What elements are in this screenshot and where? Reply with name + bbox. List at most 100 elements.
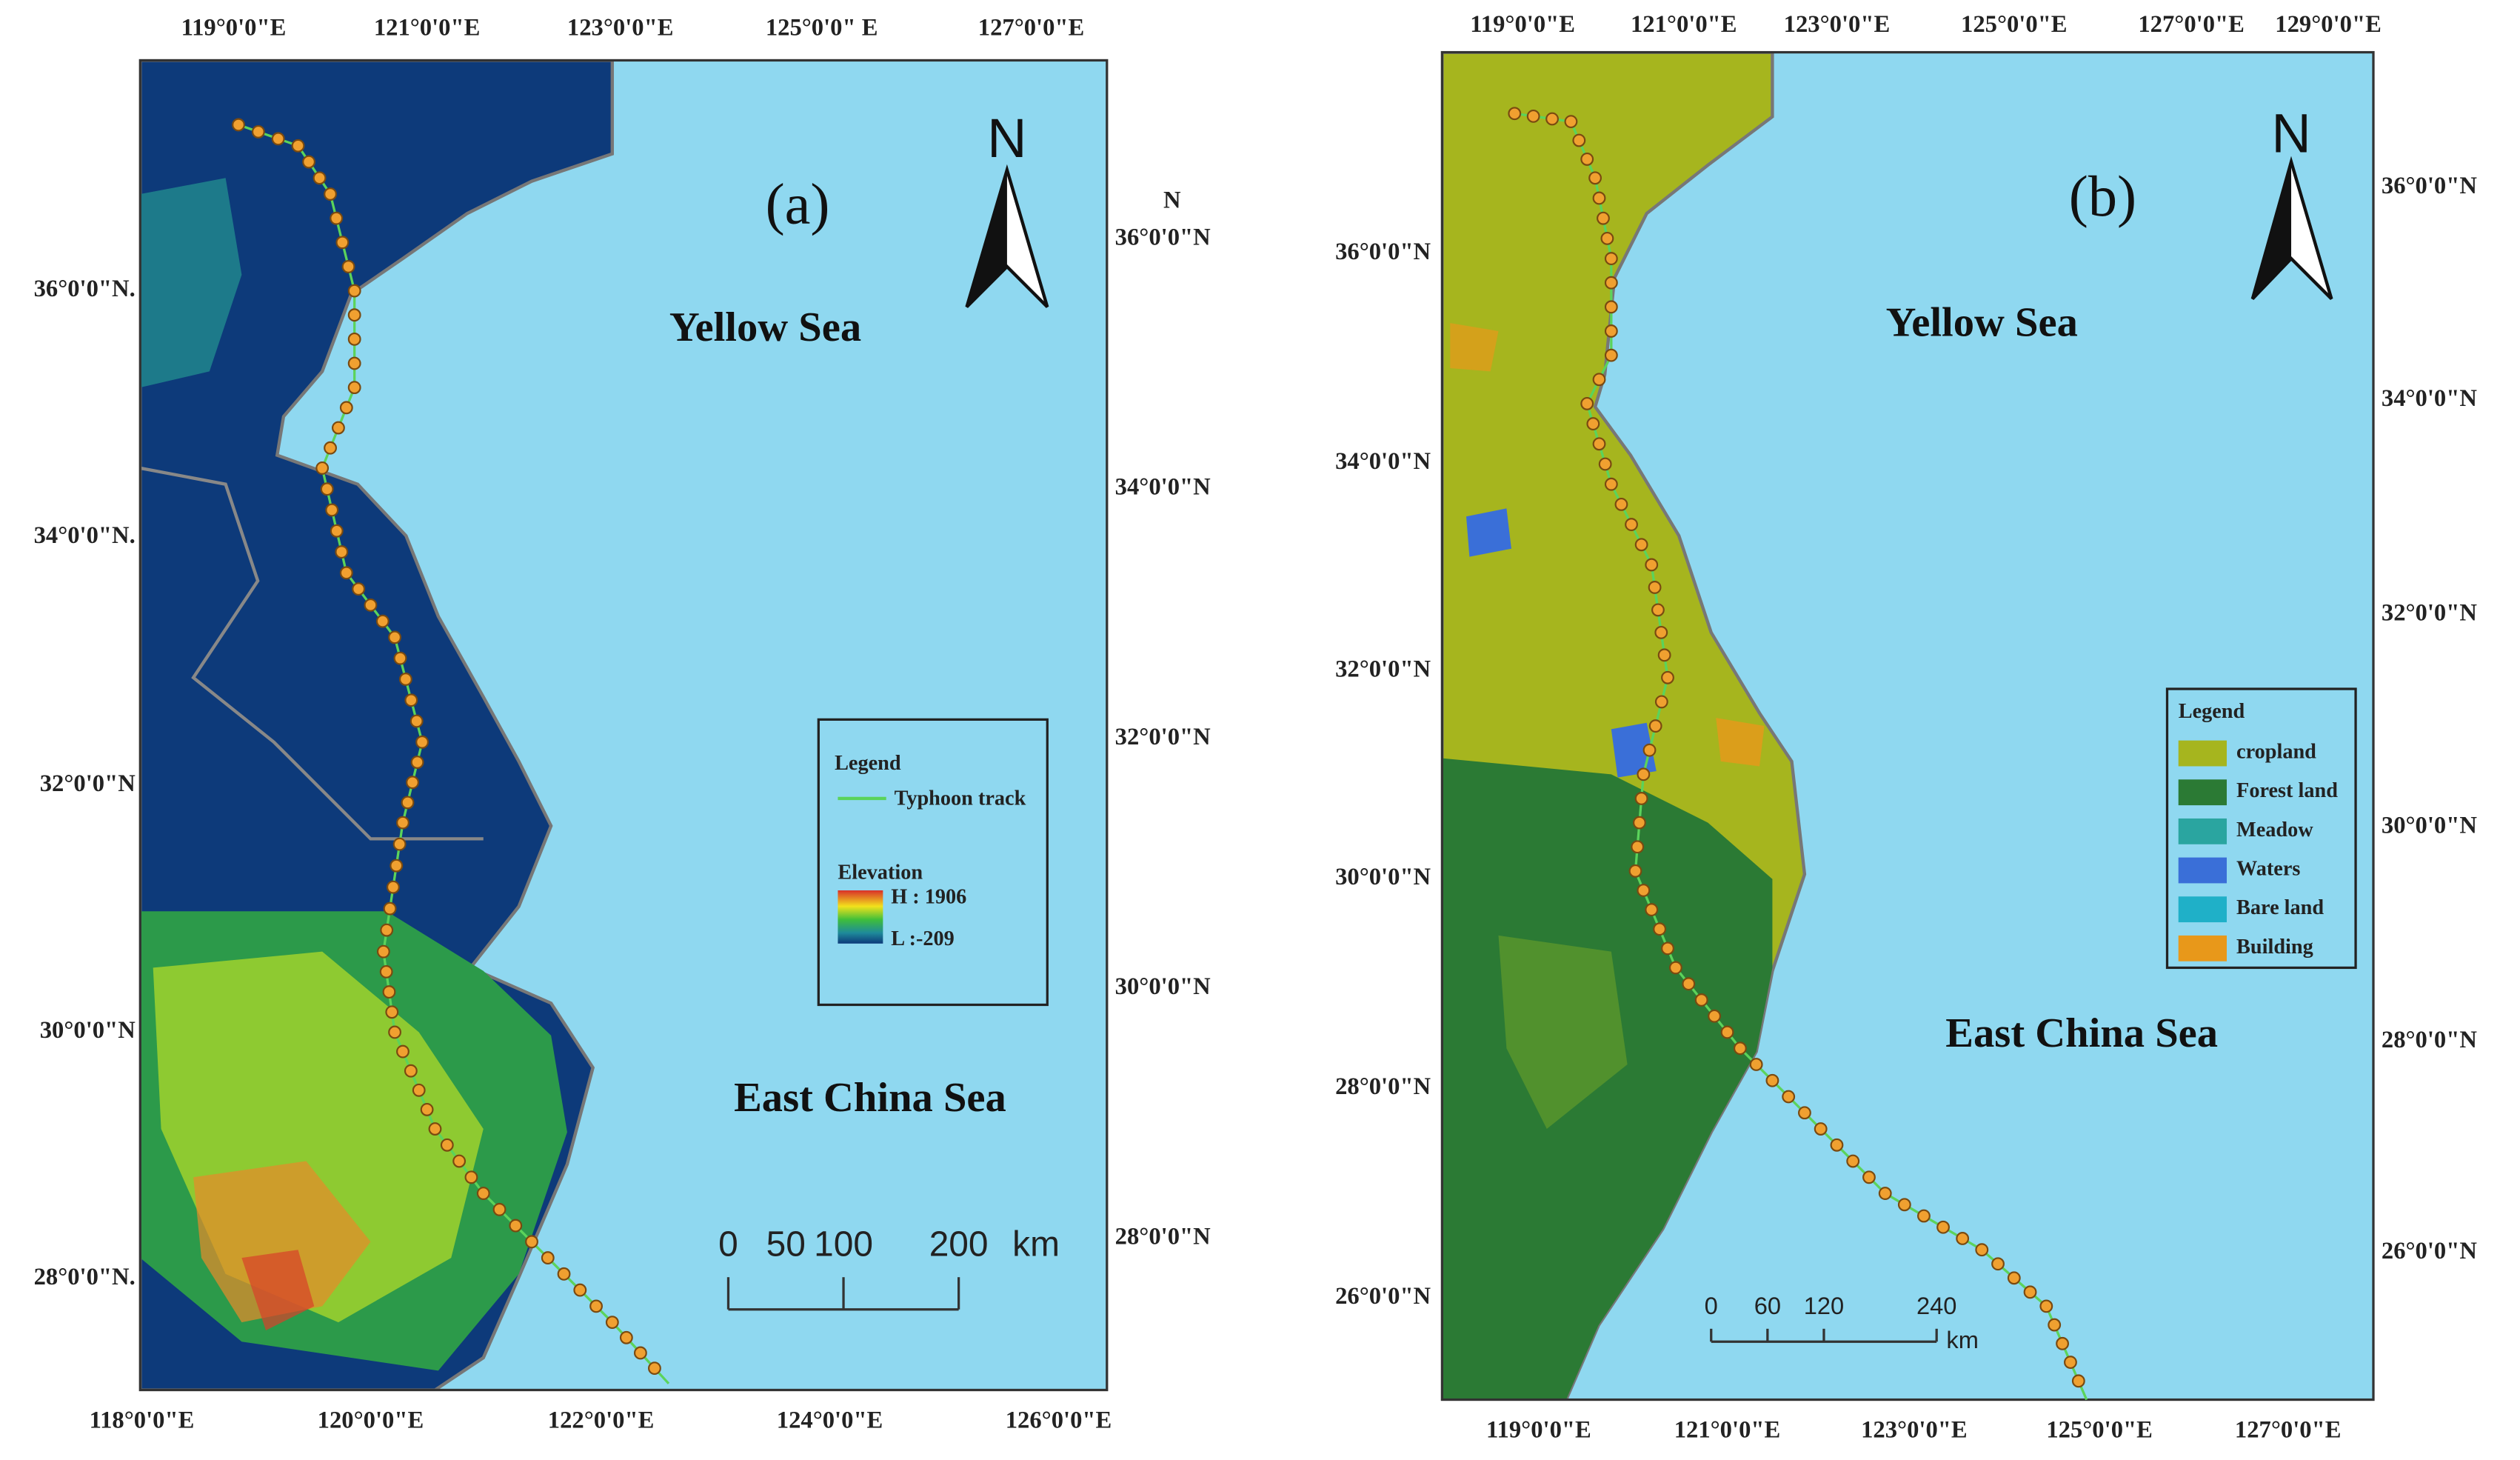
track-point	[1648, 719, 1662, 733]
track-point	[1653, 922, 1667, 936]
frame-a	[138, 59, 1109, 1392]
scale-label: 240	[1916, 1292, 1956, 1319]
legend-item: Building	[2236, 936, 2313, 959]
track-point	[1682, 977, 1696, 991]
track-point	[404, 693, 418, 707]
track-point	[335, 236, 350, 250]
frame-b	[1440, 50, 2375, 1401]
track-point	[1991, 1257, 2005, 1271]
right-tick-label: 34°0'0"N	[1115, 474, 1211, 501]
track-point	[619, 1330, 633, 1344]
track-point	[1648, 581, 1662, 594]
bottom-tick-label: 126°0'0"E	[1006, 1407, 1112, 1434]
track-point	[557, 1267, 571, 1281]
top-tick-label: 121°0'0"E	[374, 15, 481, 41]
bottom-tick-label: 120°0'0"E	[318, 1407, 424, 1434]
top-tick-label: 127°0'0"E	[2138, 11, 2245, 38]
track-point	[1720, 1025, 1734, 1039]
legend-title: Legend	[835, 752, 901, 775]
track-point	[320, 482, 334, 496]
left-tick-label: 30°0'0"N	[40, 1017, 136, 1044]
track-point	[476, 1187, 490, 1200]
track-point	[1604, 300, 1618, 314]
track-point	[1628, 864, 1642, 878]
right-tick-label: N	[1163, 187, 1181, 213]
legend-swatch	[2178, 935, 2227, 961]
track-point	[1975, 1243, 1989, 1257]
scale-unit: km	[1946, 1326, 1979, 1353]
track-point	[2071, 1374, 2085, 1388]
track-point	[509, 1219, 523, 1233]
track-point	[1733, 1041, 1747, 1056]
track-point	[1878, 1187, 1892, 1200]
track-point	[388, 630, 401, 644]
track-point	[1588, 171, 1602, 185]
track-point	[2023, 1285, 2037, 1299]
track-points-b	[1508, 107, 2085, 1388]
track-point	[339, 566, 353, 580]
left-tick-label: 34°0'0"N	[1335, 448, 1431, 475]
scale-label: 50	[766, 1224, 806, 1264]
legend-item: Meadow	[2236, 819, 2313, 841]
right-tick-label: 36°0'0"N	[1115, 224, 1211, 250]
track-point	[1782, 1090, 1796, 1104]
track-point	[1694, 993, 1708, 1007]
track-point	[573, 1283, 587, 1297]
track-point	[1645, 558, 1659, 572]
legend-swatch	[2178, 818, 2227, 844]
track-point	[396, 1044, 410, 1059]
track-point	[232, 118, 245, 132]
track-point	[380, 923, 394, 937]
north-label: N	[2271, 102, 2310, 164]
left-tick-label: 28°0'0"N	[1335, 1073, 1431, 1100]
legend-high: H : 1906	[891, 885, 966, 908]
track-point	[1580, 396, 1594, 410]
track-point	[398, 673, 412, 686]
right-tick-label: 36°0'0"N	[2382, 173, 2477, 199]
track-point	[330, 211, 344, 225]
bottom-tick-label: 125°0'0"E	[2046, 1417, 2153, 1444]
scale-label: 200	[929, 1224, 989, 1264]
bottom-tick-label: 119°0'0"E	[1486, 1417, 1591, 1444]
top-tick-label: 123°0'0"E	[1784, 11, 1891, 38]
top-tick-label: 121°0'0"E	[1631, 11, 1737, 38]
track-point	[2064, 1356, 2077, 1369]
track-point	[1642, 743, 1657, 757]
left-tick-label: 32°0'0"N	[1335, 656, 1431, 683]
track-point	[1586, 417, 1600, 431]
track-point	[1830, 1138, 1844, 1152]
track-point	[1592, 437, 1606, 451]
track-point	[415, 735, 429, 749]
track-point	[1749, 1058, 1763, 1071]
track-point	[1597, 211, 1610, 225]
track-point	[420, 1102, 434, 1116]
legend-low: L :-209	[891, 927, 955, 950]
track-point	[492, 1202, 507, 1216]
right-tick-label: 30°0'0"N	[1115, 973, 1211, 1000]
sea-label: Yellow Sea	[1886, 299, 2078, 345]
track-point	[1846, 1154, 1860, 1168]
track-point	[1956, 1232, 1970, 1245]
track-point	[339, 401, 353, 415]
track-point	[324, 441, 337, 455]
track-point	[291, 139, 305, 153]
track-point	[386, 880, 400, 894]
track-point	[412, 1083, 426, 1097]
track-point	[452, 1154, 467, 1168]
top-tick-label: 125°0'0" E	[766, 15, 878, 41]
bottom-tick-label: 123°0'0"E	[1861, 1417, 1968, 1444]
track-point	[393, 651, 407, 665]
track-point	[390, 859, 404, 873]
track-point	[410, 756, 424, 769]
top-tick-label: 125°0'0"E	[1961, 11, 2068, 38]
track-point	[1631, 840, 1645, 854]
track-point	[1657, 648, 1671, 662]
track-point	[1604, 324, 1618, 338]
track-point	[2048, 1318, 2062, 1332]
track-point	[1708, 1009, 1722, 1023]
legend-swatch	[2178, 740, 2227, 767]
track-point	[347, 284, 361, 298]
left-tick-label: 34°0'0"N.	[34, 522, 136, 549]
track-point	[1564, 115, 1578, 129]
